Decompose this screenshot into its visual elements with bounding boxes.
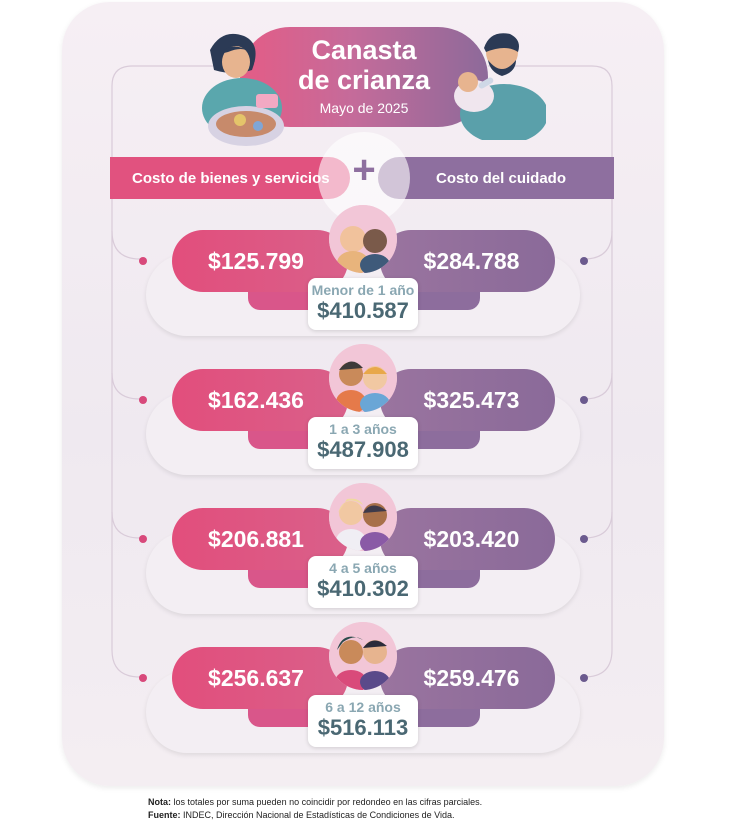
care-cost-value: $203.420 bbox=[380, 508, 555, 570]
subtitle: Mayo de 2025 bbox=[319, 100, 409, 116]
total-value: $516.113 bbox=[317, 715, 409, 740]
total-value: $410.302 bbox=[317, 576, 409, 601]
age-row-6-12: $256.637 $259.476 6 a 12 años $516.113 bbox=[0, 622, 729, 777]
father-illustration-icon bbox=[454, 33, 546, 140]
age-group-label: 6 a 12 años bbox=[325, 699, 401, 715]
connector-dot-right bbox=[580, 396, 588, 404]
care-cost-value: $325.473 bbox=[380, 369, 555, 431]
total-box: 4 a 5 años $410.302 bbox=[308, 556, 418, 608]
note-line: Nota: los totales por suma pueden no coi… bbox=[148, 796, 482, 809]
age-row-1-3: $162.436 $325.473 1 a 3 años $487.908 bbox=[0, 344, 729, 499]
goods-services-label: Costo de bienes y servicios bbox=[110, 157, 350, 199]
total-value: $487.908 bbox=[317, 437, 409, 462]
total-box: Menor de 1 año $410.587 bbox=[308, 278, 418, 330]
title-line-2: de crianza bbox=[297, 65, 431, 95]
source-label: Fuente: bbox=[148, 810, 181, 820]
age-group-label: 1 a 3 años bbox=[329, 421, 397, 437]
connector-dot-left bbox=[139, 396, 147, 404]
title-line-1: Canasta bbox=[311, 35, 417, 65]
note-text: los totales por suma pueden no coincidir… bbox=[171, 797, 483, 807]
note-label: Nota: bbox=[148, 797, 171, 807]
connector-dot-left bbox=[139, 257, 147, 265]
age-row-under-1: $125.799 $284.788 Menor de 1 año $410.58… bbox=[0, 205, 729, 360]
connector-dot-right bbox=[580, 535, 588, 543]
age-row-4-5: $206.881 $203.420 4 a 5 años $410.302 bbox=[0, 483, 729, 638]
babies-avatar-icon bbox=[329, 205, 397, 273]
total-value: $410.587 bbox=[317, 298, 409, 323]
source-line: Fuente: INDEC, Dirección Nacional de Est… bbox=[148, 809, 482, 822]
preschoolers-avatar-icon bbox=[329, 483, 397, 551]
total-box: 6 a 12 años $516.113 bbox=[308, 695, 418, 747]
source-text: INDEC, Dirección Nacional de Estadística… bbox=[180, 810, 455, 820]
total-box: 1 a 3 años $487.908 bbox=[308, 417, 418, 469]
care-cost-value: $259.476 bbox=[380, 647, 555, 709]
goods-cost-value: $162.436 bbox=[172, 369, 348, 431]
connector-dot-right bbox=[580, 674, 588, 682]
mother-illustration-icon bbox=[202, 33, 284, 146]
footnotes: Nota: los totales por suma pueden no coi… bbox=[148, 796, 482, 822]
connector-dot-left bbox=[139, 535, 147, 543]
connector-dot-right bbox=[580, 257, 588, 265]
connector-dot-left bbox=[139, 674, 147, 682]
toddlers-avatar-icon bbox=[329, 344, 397, 412]
age-group-label: 4 a 5 años bbox=[329, 560, 397, 576]
school-children-avatar-icon bbox=[329, 622, 397, 690]
plus-sign: + bbox=[352, 148, 376, 192]
age-group-label: Menor de 1 año bbox=[311, 282, 415, 298]
care-cost-label: Costo del cuidado bbox=[378, 157, 614, 199]
